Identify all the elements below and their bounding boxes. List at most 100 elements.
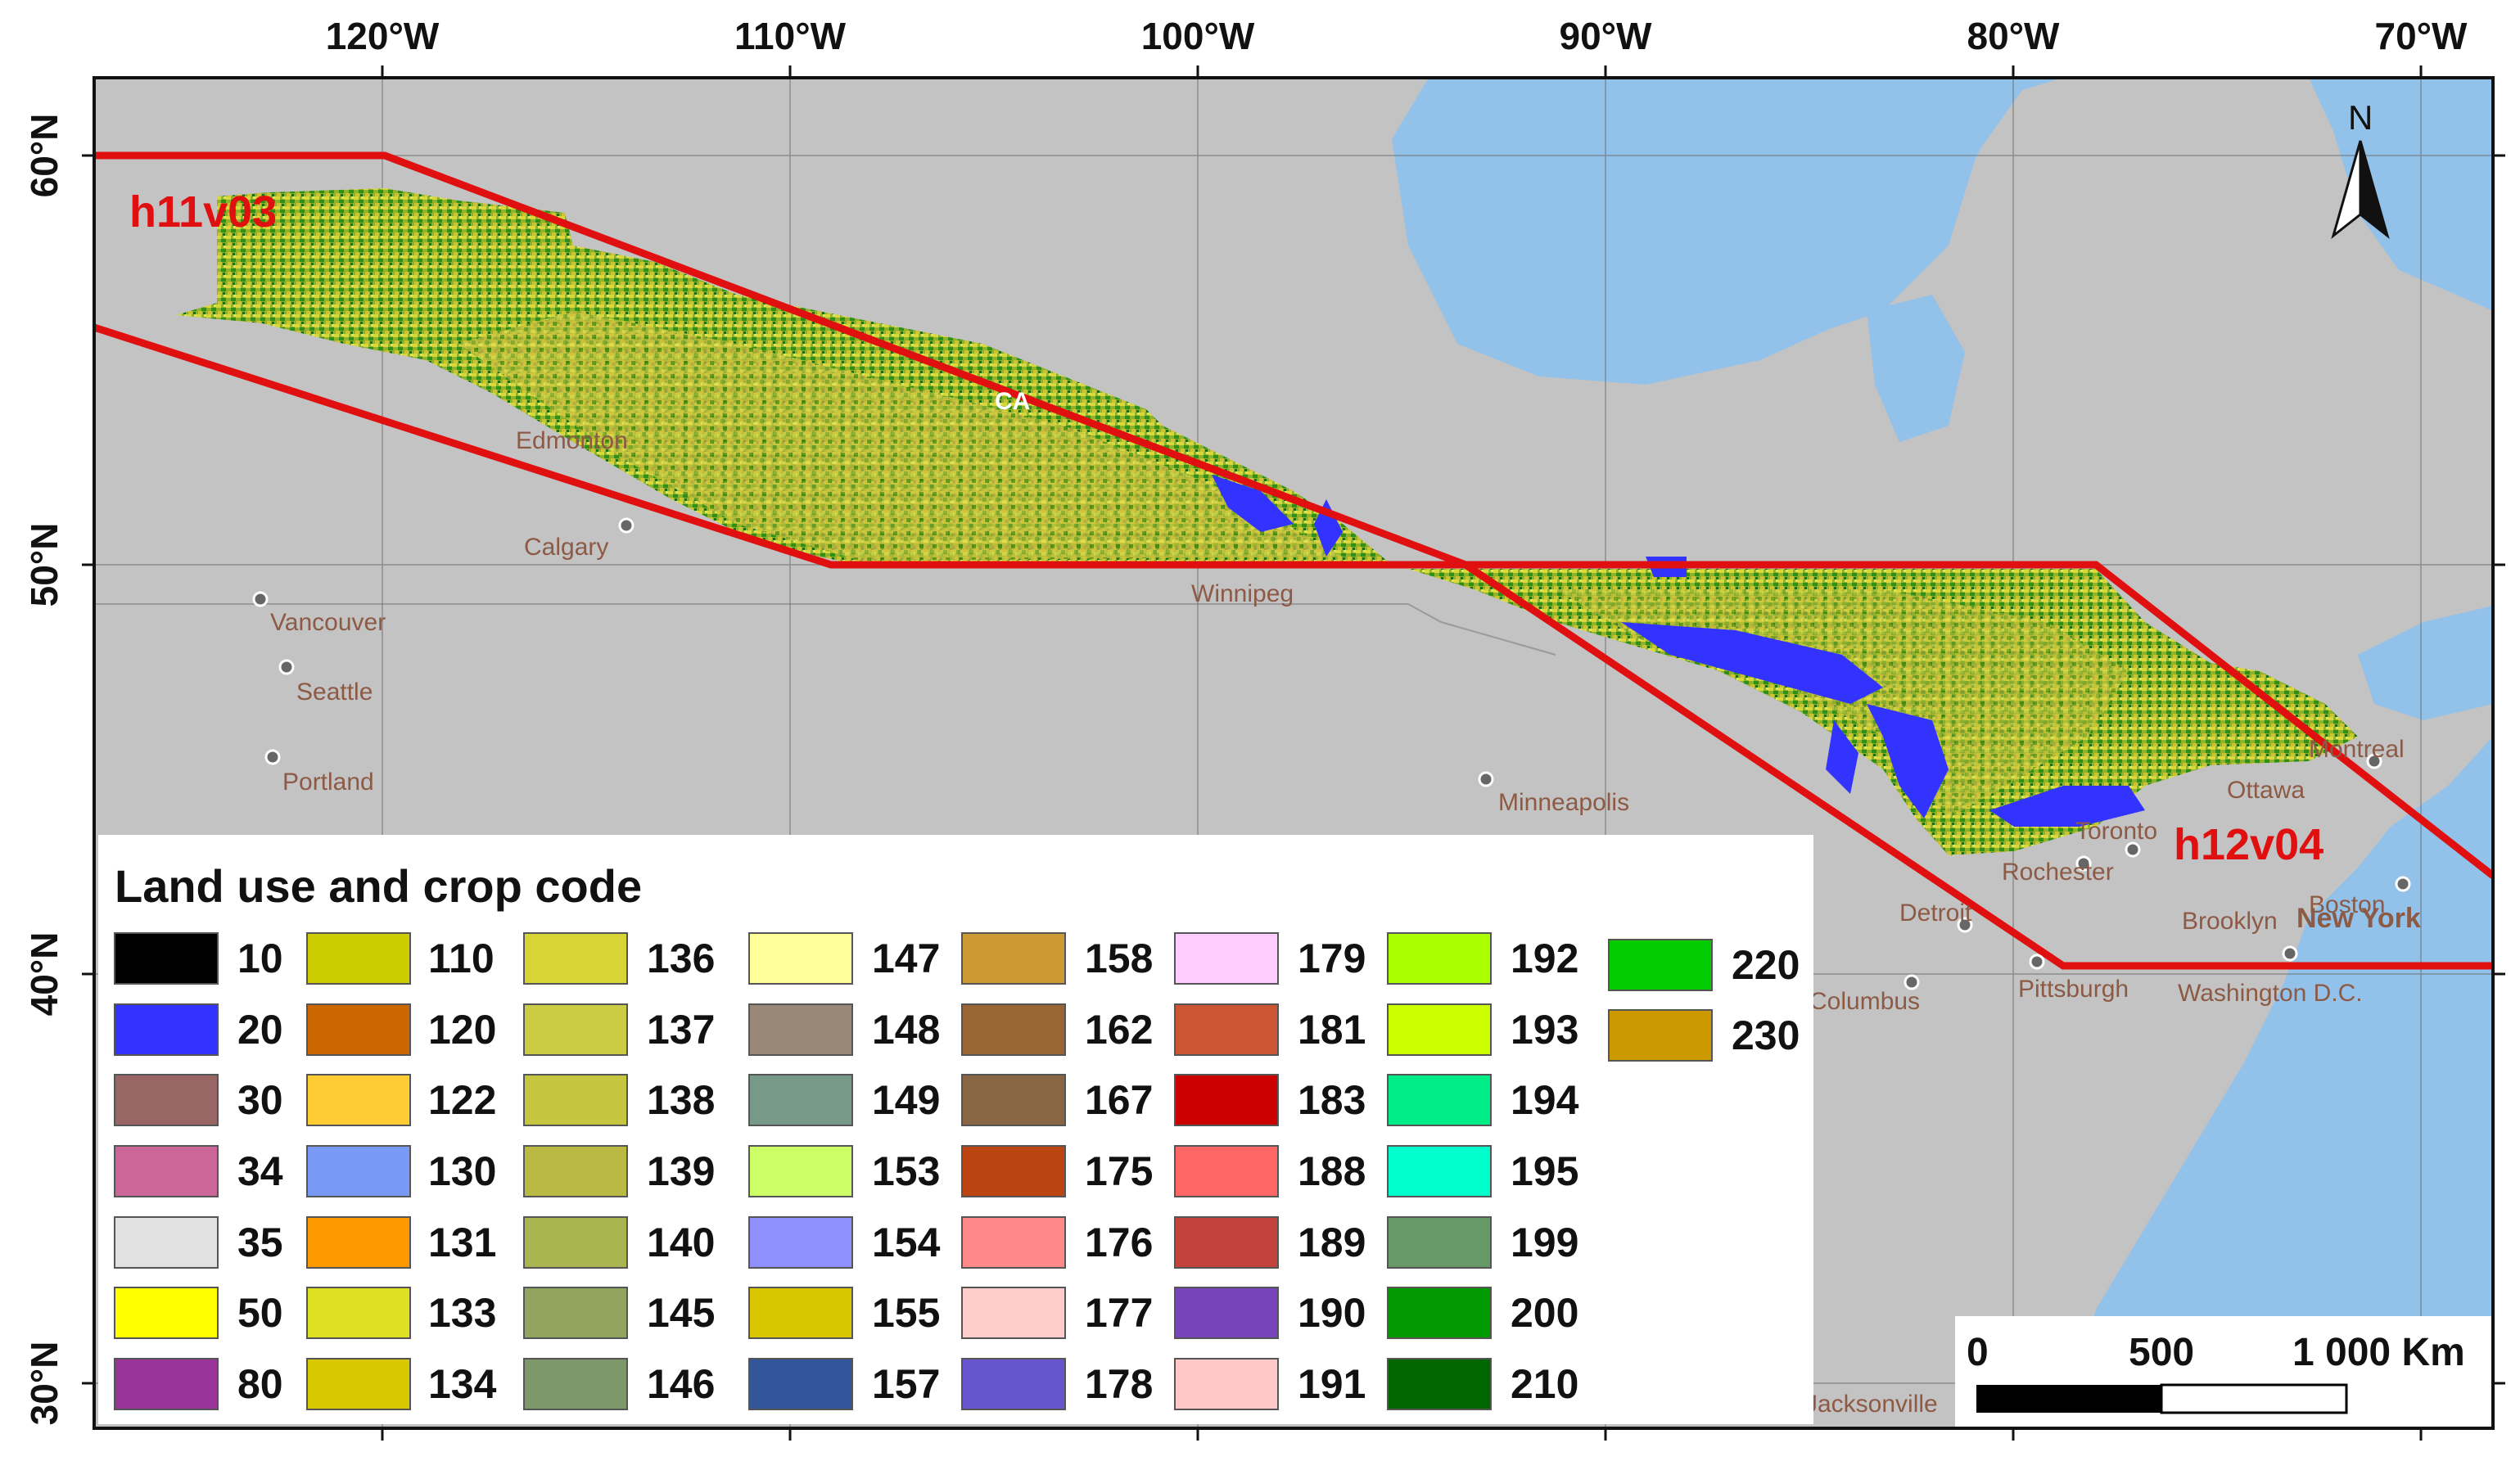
city-dot-minneapolis [1478,771,1494,787]
legend-swatch-30 [114,1074,219,1126]
legend-label-181: 181 [1298,1007,1366,1053]
tile-boundaries [94,151,2493,970]
legend-label-154: 154 [872,1220,941,1265]
legend-label-193: 193 [1511,1007,1578,1053]
legend-label-110: 110 [428,936,495,981]
legend-swatch-10 [114,932,219,985]
city-label-seattle: Seattle [296,679,373,706]
scale-bar: 0 500 1 000 Km [1955,1316,2493,1428]
legend-items: 10 20 30 34 35 50 80 110 120 122 130 131 133 134 136 13… [114,932,1800,1410]
legend-label-80: 80 [237,1361,283,1407]
legend-swatch-189 [1174,1216,1279,1269]
city-dot-toronto [2125,841,2141,858]
tile-label-h11v03: h11v03 [129,187,277,237]
lon-label-70w: 70°W [2375,15,2468,57]
scale-bar-black [1976,1385,2161,1413]
legend-swatch-50 [114,1287,219,1339]
city-label-minneapolis: Minneapolis [1498,789,1629,816]
legend-label-176: 176 [1085,1220,1153,1265]
legend-label-137: 137 [647,1007,715,1053]
city-dot-new-york [2282,945,2298,962]
legend-label-140: 140 [647,1220,715,1265]
legend-label-175: 175 [1085,1148,1153,1194]
legend-swatch-183 [1174,1074,1279,1126]
city-label-edmonton: Edmonton [516,427,628,454]
legend-swatch-153 [748,1145,853,1197]
legend-label-167: 167 [1085,1077,1153,1123]
legend-swatch-177 [961,1287,1066,1339]
city-label-brooklyn: Brooklyn [2182,908,2278,935]
city-dot-seattle [278,659,295,675]
city-label-portland: Portland [282,769,374,796]
city-dot-montreal [2366,753,2382,769]
legend-swatch-120 [306,1003,411,1056]
legend-label-179: 179 [1298,936,1366,981]
legend-swatch-138 [523,1074,628,1126]
legend-label-162: 162 [1085,1007,1153,1053]
axis-ticks: 120°W 110°W 100°W 90°W 80°W 70°W 60°N 50… [23,15,2505,1441]
legend-swatch-179 [1174,932,1279,985]
legend-swatch-210 [1387,1358,1492,1410]
city-dot-rochester [2075,855,2092,872]
legend-label-210: 210 [1511,1361,1578,1407]
scale-label-0: 0 [1967,1331,1989,1374]
legend-label-134: 134 [428,1361,497,1407]
legend-swatch-133 [306,1287,411,1339]
legend-label-10: 10 [237,936,283,981]
legend-label-191: 191 [1298,1361,1366,1407]
city-label-columbus: Columbus [1809,988,1920,1015]
legend-swatch-148 [748,1003,853,1056]
legend-label-155: 155 [872,1290,940,1336]
legend-label-194: 194 [1511,1077,1579,1123]
scale-bar-white [2160,1383,2348,1414]
tile-h12v04-lower [1463,561,2493,970]
legend-label-131: 131 [428,1220,496,1265]
legend-label-138: 138 [647,1077,715,1123]
legend-label-50: 50 [237,1290,283,1336]
city-dot-boston [2395,876,2411,892]
border-line [94,603,1556,656]
city-labels: Edmonton Calgary Vancouver Seattle Portland W… [252,388,2421,1418]
scale-label-500: 500 [2129,1331,2194,1374]
legend-swatch-178 [961,1358,1066,1410]
legend-swatch-131 [306,1216,411,1269]
legend-label-230: 230 [1732,1012,1800,1058]
legend-swatch-200 [1387,1287,1492,1339]
legend-swatch-181 [1174,1003,1279,1056]
legend-swatch-176 [961,1216,1066,1269]
tile-label-h12v04: h12v04 [2174,820,2324,869]
city-label-new-york: New York [2296,903,2421,934]
atlantic [2080,737,2493,1428]
legend-swatch-155 [748,1287,853,1339]
legend-swatch-167 [961,1074,1066,1126]
city-dot-pittsburgh [2029,954,2045,970]
legend-label-130: 130 [428,1148,496,1194]
legend-swatch-154 [748,1216,853,1269]
legend-swatch-20 [114,1003,219,1056]
legend-label-199: 199 [1511,1220,1578,1265]
lat-label-60n: 60°N [23,114,65,198]
legend-swatch-137 [523,1003,628,1056]
legend-swatch-80 [114,1358,219,1410]
city-label-detroit: Detroit [1899,900,1972,927]
city-dot-portland [264,749,281,765]
legend-label-35: 35 [237,1220,283,1265]
legend-label-147: 147 [872,936,940,981]
legend-label-200: 200 [1511,1290,1578,1336]
hudson-bay [1506,78,1981,344]
city-label-pittsburgh: Pittsburgh [2018,976,2129,1003]
city-dot-columbus [1904,974,1920,990]
legend-swatch-149 [748,1074,853,1126]
legend-swatch-190 [1174,1287,1279,1339]
legend-swatch-147 [748,932,853,985]
legend-label-20: 20 [237,1007,283,1053]
legend-swatch-194 [1387,1074,1492,1126]
city-dot-detroit [1957,917,1973,933]
legend-label-183: 183 [1298,1077,1366,1123]
legend-label-158: 158 [1085,936,1153,981]
city-dot-vancouver [252,591,269,607]
tile-h12v04-boundary [1465,561,2493,879]
city-label-rochester: Rochester [2002,859,2114,886]
lon-label-80w: 80°W [1967,15,2061,57]
